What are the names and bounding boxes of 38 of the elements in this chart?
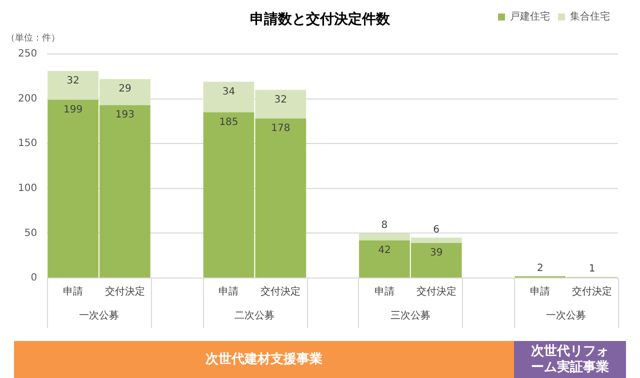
data-label: 6: [433, 224, 440, 236]
x-tick-label: 交付決定: [416, 286, 456, 298]
data-label: 178: [271, 123, 290, 134]
data-label: 32: [274, 94, 288, 106]
data-label: 193: [115, 110, 134, 121]
y-tick-label: 0: [30, 272, 38, 284]
x-tick-label: 申請: [218, 286, 239, 298]
legend-label: 戸建住宅: [510, 10, 550, 23]
x-tick-label: 交付決定: [260, 286, 301, 298]
text: 次世代リフォーム実証事業: [514, 341, 626, 378]
chart-title: 申請数と交付決定件数: [250, 10, 391, 28]
y-tick-label: 100: [18, 182, 38, 194]
data-label: 8: [381, 220, 388, 231]
y-tick-label: 250: [18, 48, 38, 60]
text: 一次公募: [78, 310, 119, 322]
y-tick-label: 50: [24, 228, 38, 239]
text: 三次公募: [390, 310, 430, 322]
x-tick-label: 交付決定: [572, 286, 612, 298]
data-label: 29: [118, 84, 132, 95]
y-tick-label: 200: [18, 93, 38, 104]
data-label: 2: [536, 262, 544, 274]
y-tick-label: 150: [18, 138, 38, 150]
text: 次世代建材支援事業: [14, 341, 514, 378]
text: 一次公募: [546, 310, 586, 322]
data-label: 34: [222, 86, 236, 98]
data-label: 199: [63, 104, 83, 116]
data-label: 39: [430, 248, 443, 259]
y-axis-title: （単位：件）: [6, 32, 60, 44]
data-label: 185: [219, 116, 238, 128]
data-label: 1: [588, 264, 596, 275]
x-tick-label: 申請: [63, 286, 84, 298]
x-tick-label: 交付決定: [104, 286, 145, 298]
data-label: 32: [66, 76, 80, 87]
legend-label: 集合住宅: [570, 10, 610, 23]
data-label: 42: [378, 244, 391, 256]
text: 二次公募: [234, 310, 275, 322]
x-tick-label: 申請: [530, 286, 550, 298]
x-tick-label: 申請: [374, 286, 394, 298]
